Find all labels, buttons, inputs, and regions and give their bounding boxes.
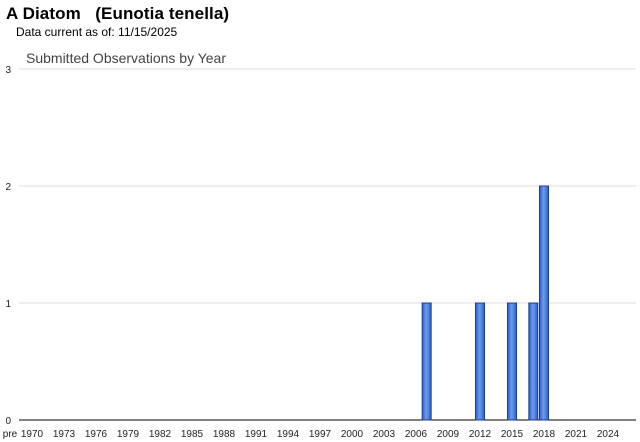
y-tick-label: 1 [5, 299, 11, 310]
x-tick-label: 1979 [117, 429, 140, 440]
x-tick-label: 1982 [149, 429, 172, 440]
x-tick-label: 2024 [597, 429, 620, 440]
x-tick-label: 1988 [213, 429, 236, 440]
x-tick-label: 2015 [501, 429, 524, 440]
x-tick-label: 2009 [437, 429, 460, 440]
x-tick-label: 1985 [181, 429, 204, 440]
x-tick-label: 2003 [373, 429, 396, 440]
bar-2015[interactable] [507, 302, 517, 421]
x-tick-label: 2006 [405, 429, 428, 440]
x-tick-label: 1973 [53, 429, 76, 440]
x-tick-label: 2021 [565, 429, 588, 440]
x-tick-label: 1991 [245, 429, 268, 440]
bar-2018[interactable] [539, 185, 549, 421]
x-tick-label: 2012 [469, 429, 492, 440]
x-tick-label: 2018 [533, 429, 556, 440]
y-tick-label: 2 [5, 182, 11, 193]
bar-2012[interactable] [475, 302, 485, 421]
page-title: A Diatom (Eunotia tenella) [6, 4, 230, 23]
x-tick-label: pre [3, 429, 18, 440]
y-tick-label: 3 [5, 65, 11, 76]
x-tick-label: 1994 [277, 429, 300, 440]
data-current-label: Data current as of: 11/15/2025 [16, 25, 178, 39]
bar-2017[interactable] [528, 302, 539, 421]
chart-title: Submitted Observations by Year [26, 50, 226, 66]
x-tick-label: 2000 [341, 429, 364, 440]
x-tick-label: 1976 [85, 429, 108, 440]
y-tick-label: 0 [5, 416, 11, 427]
x-tick-label: 1970 [21, 429, 44, 440]
bar-2007[interactable] [421, 302, 432, 421]
x-tick-label: 1997 [309, 429, 332, 440]
